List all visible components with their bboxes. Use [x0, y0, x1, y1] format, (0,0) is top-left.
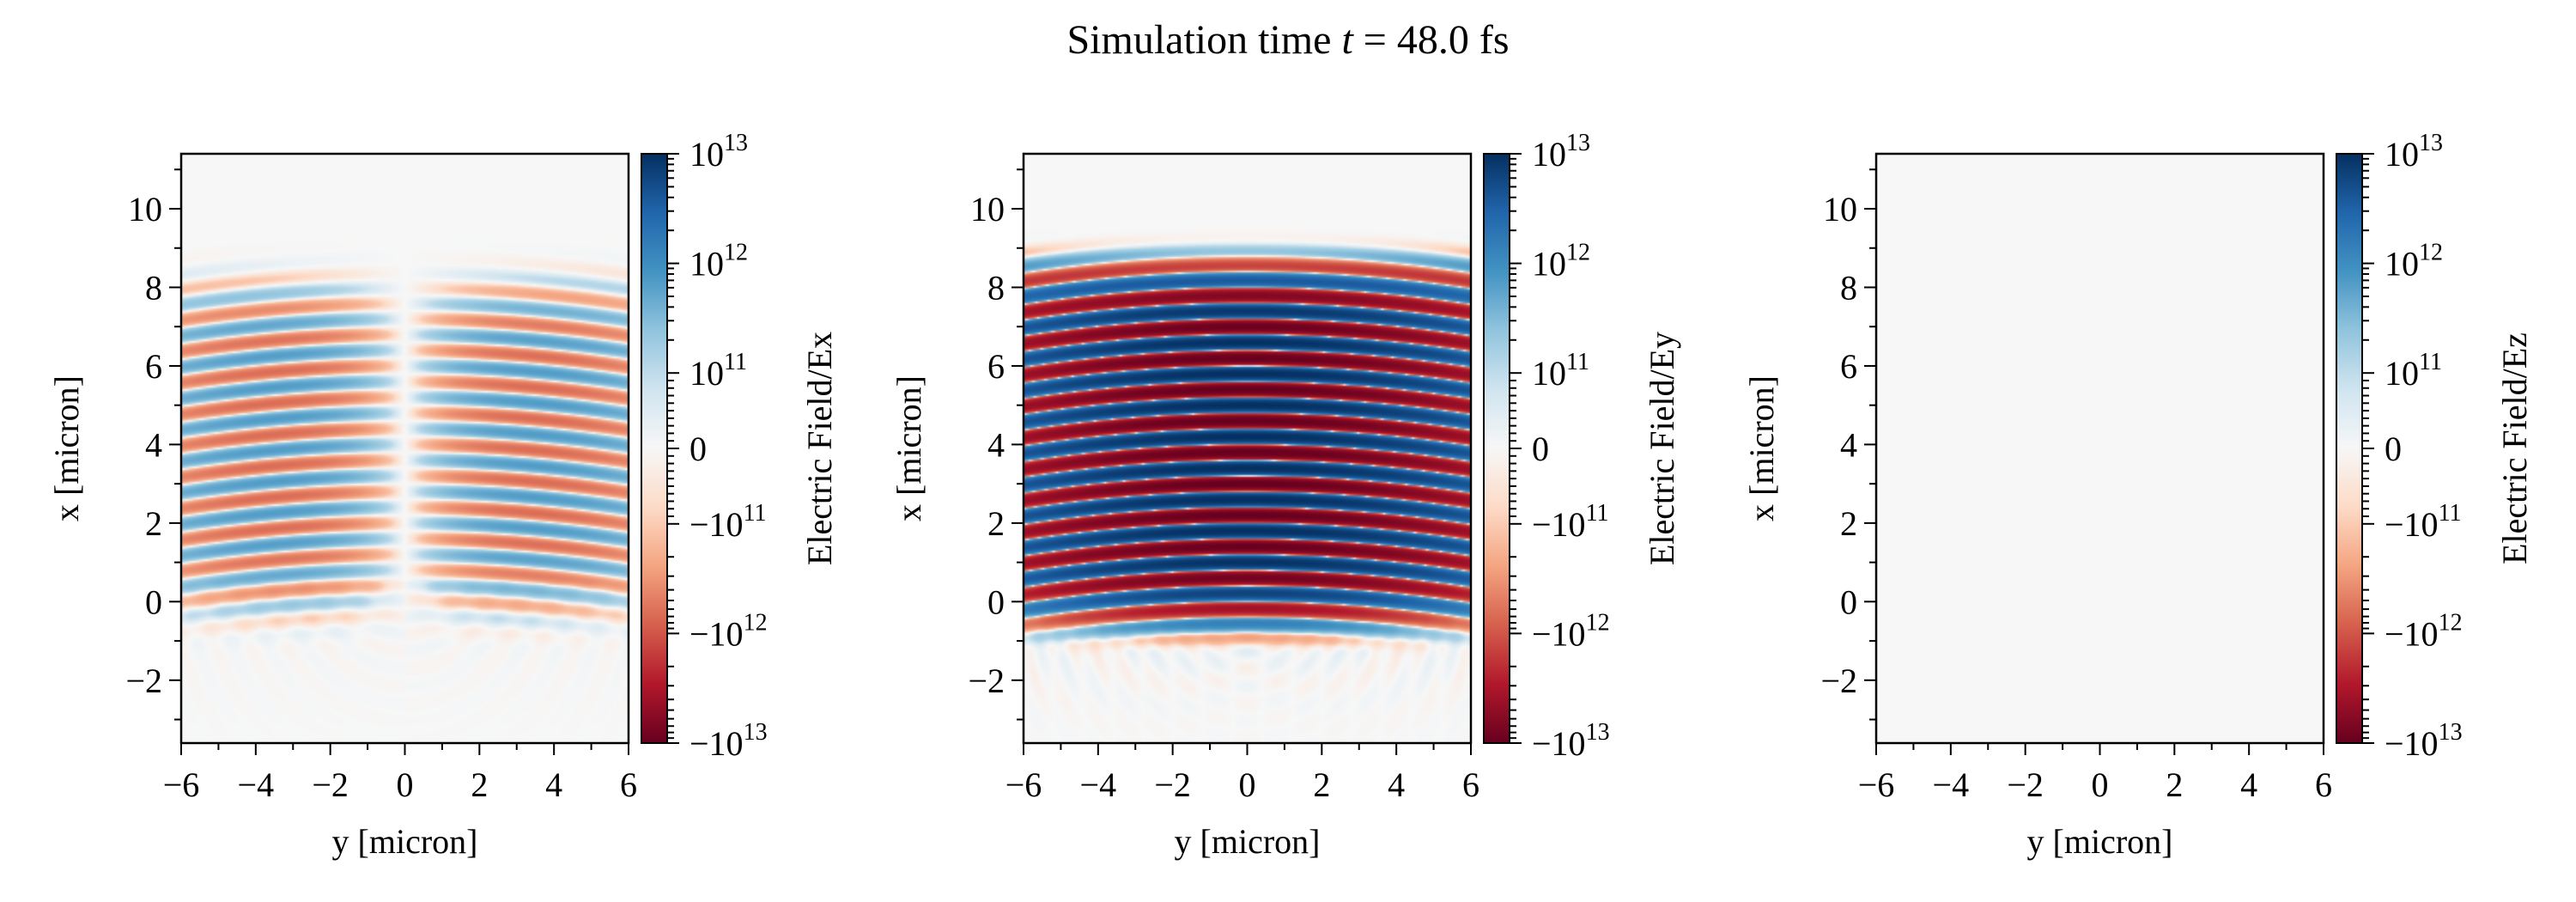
colorbar-gradient [1484, 154, 1510, 743]
y-tick-label: 8 [1840, 268, 1857, 307]
colorbar-tick-label: 1011 [690, 349, 747, 393]
colorbar-tick-label: 0 [690, 430, 707, 468]
figure-title: Simulation time t = 48.0 fs [1066, 17, 1509, 63]
colorbar-tick-label: 0 [1532, 430, 1549, 468]
x-tick-label: −2 [312, 765, 349, 804]
x-tick-label: 6 [620, 765, 637, 804]
y-tick-label: −2 [1820, 661, 1857, 700]
colorbar-tick-label: −1011 [690, 500, 767, 544]
colorbar-gradient [641, 154, 667, 743]
y-tick-label: −2 [968, 661, 1005, 700]
x-tick-label: −6 [1858, 765, 1895, 804]
x-tick-label: 0 [2092, 765, 2109, 804]
colorbar-tick-label: −1013 [1532, 719, 1610, 763]
x-tick-label: 6 [1462, 765, 1479, 804]
colorbar-tick-label: 1012 [1532, 240, 1590, 283]
subplot-ey: −6 −4 −2 0 2 4 6 −2 0 2 4 6 8 10 y [micron] x [micron] −… [890, 130, 1681, 861]
x-tick-label: 0 [397, 765, 414, 804]
x-axis-label: y [micron] [2027, 822, 2173, 861]
x-tick-label: −6 [1005, 765, 1042, 804]
heatmap-ez [1876, 154, 2324, 743]
x-tick-label: 4 [2240, 765, 2257, 804]
colorbar-tick-label: −1013 [690, 719, 768, 763]
x-tick-label: −2 [1154, 765, 1191, 804]
subplot-ez: −6 −4 −2 0 2 4 6 −2 0 2 4 6 8 10 y [micron] x [micron] −… [1742, 130, 2534, 861]
colorbar-tick-label: 1011 [1532, 349, 1589, 393]
y-tick-label: 4 [987, 425, 1005, 464]
colorbar-tick-label: −1011 [1532, 500, 1609, 544]
y-tick-label: 0 [145, 582, 162, 621]
x-tick-label: −6 [163, 765, 200, 804]
x-tick-label: 0 [1239, 765, 1256, 804]
y-tick-label: 6 [145, 347, 162, 386]
heatmap-ex [181, 154, 629, 743]
x-tick-label: −4 [238, 765, 275, 804]
y-axis-label: x [micron] [1742, 375, 1781, 521]
colorbar: −1013 −1012 −1011 0 1011 1012 1013 Electric Fie… [2336, 130, 2534, 763]
heatmap-ey [1024, 154, 1471, 743]
y-tick-label: 0 [987, 582, 1005, 621]
colorbar-tick-label: 0 [2385, 430, 2402, 468]
colorbar-gradient [2336, 154, 2362, 743]
x-tick-label: 4 [1388, 765, 1405, 804]
x-tick-label: 6 [2315, 765, 2332, 804]
y-tick-label: 2 [987, 504, 1005, 543]
y-tick-label: 6 [987, 347, 1005, 386]
y-tick-label: 10 [970, 190, 1005, 229]
y-tick-label: 10 [128, 190, 162, 229]
x-tick-label: 2 [2166, 765, 2183, 804]
colorbar-tick-label: −1011 [2385, 500, 2462, 544]
y-tick-label: 4 [1840, 425, 1857, 464]
y-axis-label: x [micron] [47, 375, 86, 521]
y-tick-label: 2 [145, 504, 162, 543]
x-axis-label: y [micron] [1175, 822, 1321, 861]
colorbar-tick-label: −1012 [690, 609, 768, 653]
y-tick-label: 8 [145, 268, 162, 307]
x-tick-label: −4 [1080, 765, 1117, 804]
colorbar-tick-label: 1013 [1532, 130, 1590, 174]
x-tick-label: −4 [1933, 765, 1970, 804]
colorbar-label: Electric Field/Ey [1643, 332, 1681, 565]
y-tick-label: −2 [125, 661, 162, 700]
y-tick-label: 10 [1823, 190, 1857, 229]
subplot-ex: −6 −4 −2 0 2 4 6 −2 0 2 4 6 8 10 y [micron] x [micron] −… [47, 130, 839, 861]
colorbar-tick-label: 1012 [2385, 240, 2443, 283]
colorbar-tick-label: 1011 [2385, 349, 2442, 393]
y-tick-label: 0 [1840, 582, 1857, 621]
x-tick-label: 2 [1313, 765, 1330, 804]
colorbar-tick-label: −1013 [2385, 719, 2463, 763]
x-tick-label: 2 [471, 765, 488, 804]
y-tick-label: 4 [145, 425, 162, 464]
colorbar-tick-label: 1013 [2385, 130, 2443, 174]
colorbar: −1013 −1012 −1011 0 1011 1012 1013 Electric Fie… [641, 130, 839, 763]
colorbar-label: Electric Field/Ex [800, 332, 839, 565]
colorbar-tick-label: 1012 [690, 240, 748, 283]
colorbar-tick-label: −1012 [2385, 609, 2463, 653]
colorbar-tick-label: −1012 [1532, 609, 1610, 653]
y-tick-label: 2 [1840, 504, 1857, 543]
x-axis-label: y [micron] [332, 822, 478, 861]
x-tick-label: 4 [545, 765, 562, 804]
x-tick-label: −2 [2007, 765, 2044, 804]
y-tick-label: 6 [1840, 347, 1857, 386]
colorbar-tick-label: 1013 [690, 130, 748, 174]
colorbar-label: Electric Field/Ez [2495, 332, 2534, 564]
colorbar: −1013 −1012 −1011 0 1011 1012 1013 Electric Fie… [1483, 130, 1681, 763]
y-axis-label: x [micron] [890, 375, 928, 521]
y-tick-label: 8 [987, 268, 1005, 307]
